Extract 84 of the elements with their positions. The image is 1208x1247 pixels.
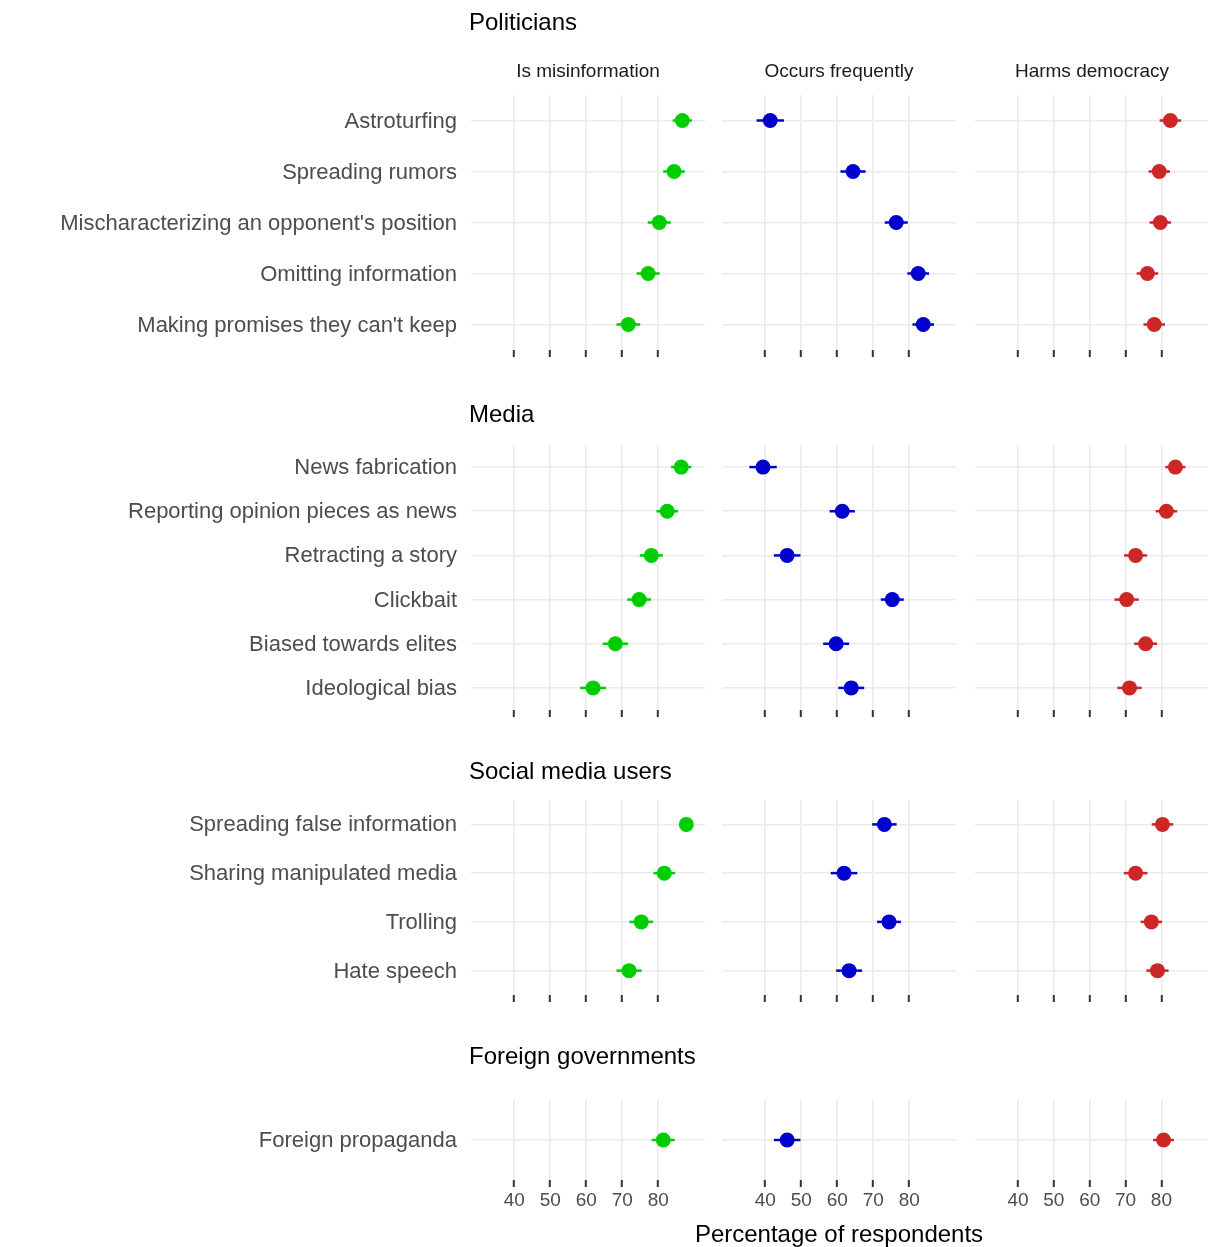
y-tick-label: Omitting information [260, 260, 457, 287]
point [1143, 914, 1159, 930]
point [843, 680, 859, 696]
point [656, 865, 672, 881]
x-tick-label: 60 [575, 1188, 597, 1210]
y-tick-label: Retracting a story [284, 542, 457, 569]
point [1128, 547, 1144, 563]
point [881, 914, 897, 930]
x-tick-label: 70 [611, 1188, 633, 1210]
point [836, 865, 852, 881]
point [651, 215, 667, 230]
x-tick-label: 80 [898, 1188, 920, 1210]
point [845, 164, 861, 179]
point [607, 636, 623, 652]
point [888, 215, 904, 230]
chart-title: Politicians [469, 8, 578, 36]
y-tick-label: News fabrication [294, 454, 457, 481]
point [910, 266, 926, 281]
point [834, 503, 850, 519]
point [1149, 963, 1165, 979]
chart-subtitle: Is misinformation [515, 60, 661, 82]
chart-title: Social media users [469, 757, 672, 785]
y-tick-label: Reporting opinion pieces as news [128, 498, 457, 525]
y-tick-label: Astroturfing [344, 107, 457, 134]
chart-subtitle: Harms democracy [1013, 60, 1171, 82]
point [915, 317, 931, 332]
point [755, 459, 771, 475]
x-tick-label: 60 [1079, 1188, 1101, 1210]
point [1151, 164, 1167, 179]
point [673, 459, 689, 475]
chart-title: Foreign governments [469, 1042, 696, 1070]
chart-title: Media [469, 400, 535, 428]
y-tick-label: Sharing manipulated media [189, 860, 457, 887]
y-tick-label: Mischaracterizing an opponent's position [60, 209, 457, 236]
x-tick-label: 50 [790, 1188, 812, 1210]
point [585, 680, 601, 696]
point [1128, 865, 1144, 881]
point [1167, 459, 1183, 475]
point [631, 592, 647, 608]
x-tick-label: 40 [503, 1188, 525, 1210]
y-tick-label: Spreading false information [189, 811, 457, 838]
point [876, 816, 892, 832]
point [621, 963, 637, 979]
point [884, 592, 900, 608]
point [1138, 636, 1154, 652]
point [1122, 680, 1137, 696]
y-tick-label: Making promises they can't keep [137, 311, 457, 338]
chart-subtitle: Occurs frequently [763, 60, 915, 82]
point [1154, 816, 1170, 832]
y-tick-label: Biased towards elites [249, 630, 457, 657]
x-tick-label: 50 [539, 1188, 561, 1210]
point [1162, 113, 1178, 128]
point [1119, 592, 1135, 608]
x-tick-label: 60 [826, 1188, 848, 1210]
x-tick-label: 50 [1043, 1188, 1065, 1210]
point [1146, 317, 1162, 332]
x-tick-label: 80 [647, 1188, 669, 1210]
y-tick-label: Ideological bias [305, 674, 457, 701]
y-tick-label: Clickbait [373, 586, 457, 613]
point [659, 503, 675, 519]
point [643, 547, 659, 563]
point [633, 914, 649, 930]
x-tick-label: 80 [1150, 1188, 1172, 1210]
point [762, 113, 778, 128]
y-tick-label: Spreading rumors [282, 158, 457, 185]
x-tick-label: 40 [1007, 1188, 1029, 1210]
x-axis-title: Percentage of respondents [693, 1220, 985, 1247]
point [620, 317, 636, 332]
y-tick-label: Trolling [385, 908, 457, 935]
point [1158, 503, 1174, 519]
x-tick-label: 70 [862, 1188, 884, 1210]
point [640, 266, 656, 281]
x-tick-label: 40 [754, 1188, 776, 1210]
point [1152, 215, 1168, 230]
point [1139, 266, 1155, 281]
point [666, 164, 682, 179]
point [841, 963, 857, 979]
point [674, 113, 690, 128]
y-tick-label: Foreign propaganda [258, 1127, 457, 1153]
y-tick-label: Hate speech [333, 957, 457, 984]
point [779, 547, 795, 563]
point [828, 636, 844, 652]
x-tick-label: 70 [1114, 1188, 1137, 1210]
point [678, 816, 694, 832]
